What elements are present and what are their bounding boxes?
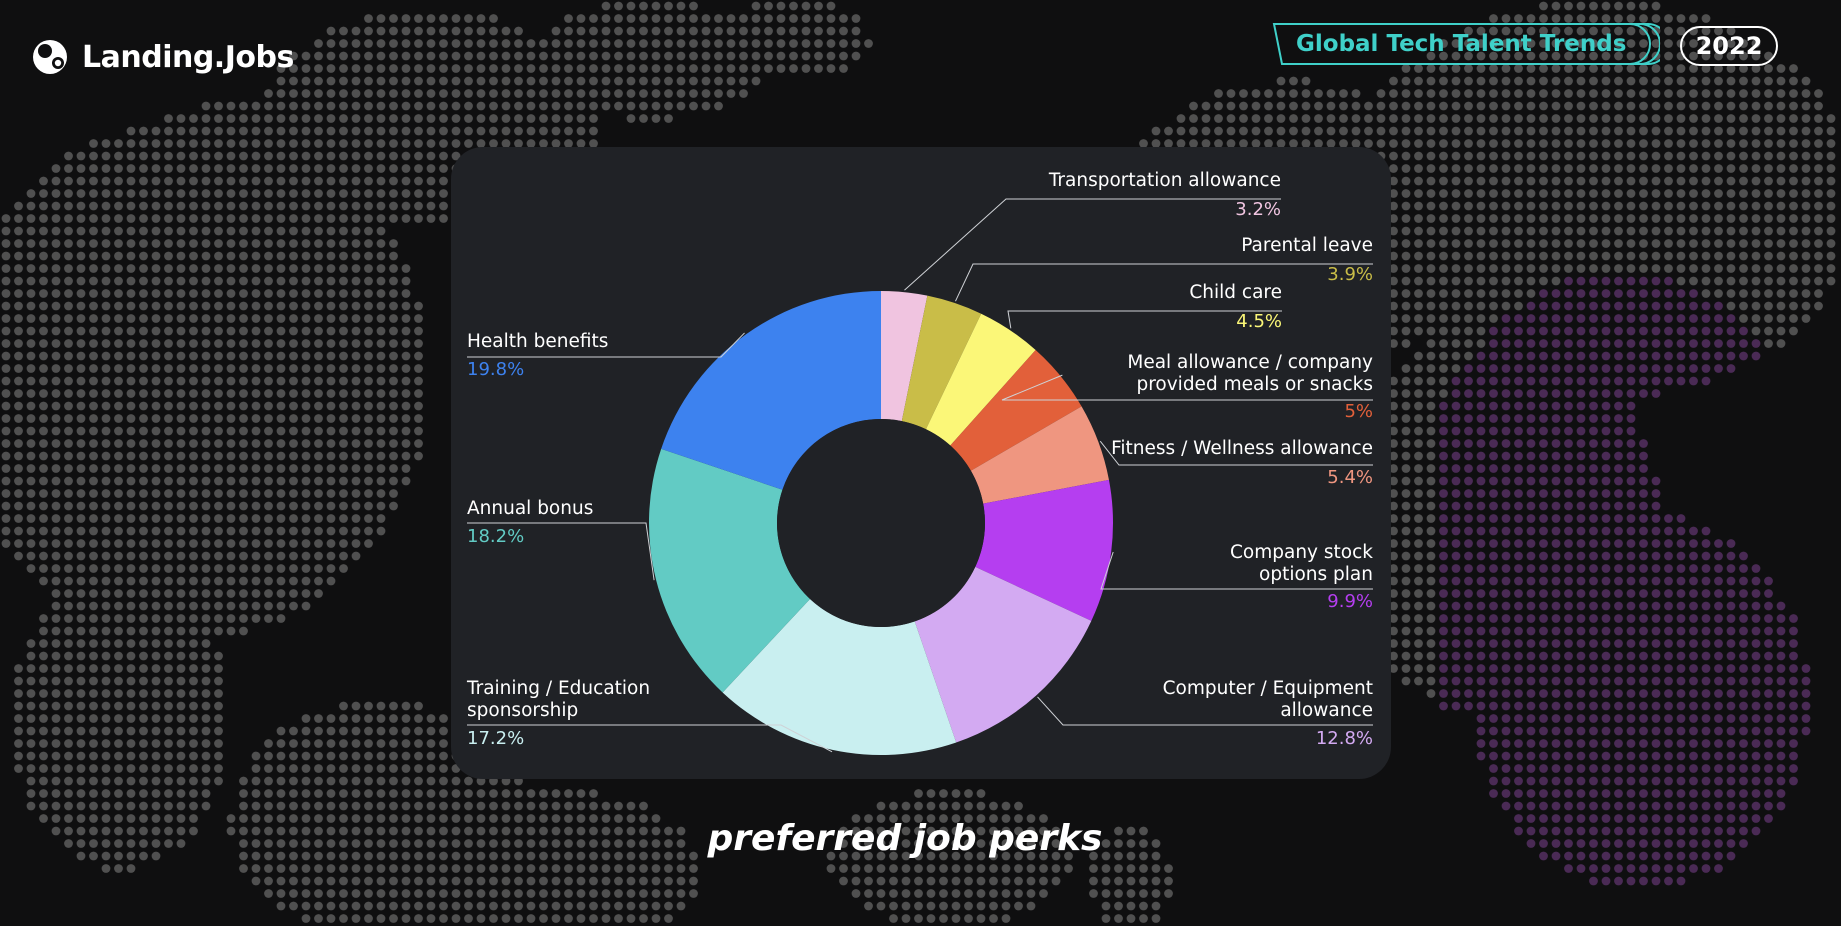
leader-line bbox=[1007, 310, 1282, 329]
slice-label: Child care bbox=[1189, 282, 1282, 303]
slice-label: Computer / Equipment allowance bbox=[1163, 678, 1373, 721]
slice-label: Meal allowance / company provided meals o… bbox=[1127, 352, 1373, 395]
leader-line bbox=[1100, 551, 1373, 590]
donut-slice-annual-bonus[interactable] bbox=[649, 448, 810, 693]
donut-slice-health-benefits[interactable] bbox=[661, 291, 881, 490]
slice-label: Annual bonus bbox=[467, 498, 593, 519]
leader-line bbox=[1099, 440, 1373, 466]
donut-slice-fitness-wellness-allowance[interactable] bbox=[970, 406, 1109, 504]
leader-line bbox=[904, 198, 1281, 291]
slice-label: Fitness / Wellness allowance bbox=[1111, 438, 1373, 459]
slice-label: Health benefits bbox=[467, 331, 608, 352]
slice-value-label: 17.2% bbox=[467, 728, 524, 749]
leader-line bbox=[467, 332, 745, 358]
chart-caption: preferred job perks bbox=[707, 818, 1103, 859]
brand[interactable]: Landing.Jobs bbox=[30, 36, 294, 78]
leader-line bbox=[467, 522, 655, 581]
slice-value-label: 5.4% bbox=[1327, 467, 1373, 488]
donut-slice-training-education-sponsorship[interactable] bbox=[722, 598, 957, 755]
leader-line bbox=[955, 263, 1373, 302]
leader-line bbox=[467, 724, 833, 753]
slice-value-label: 19.8% bbox=[467, 359, 524, 380]
donut-hole bbox=[777, 419, 985, 627]
donut-slice-company-stock-options-plan[interactable] bbox=[975, 479, 1113, 621]
donut-chart: Transportation allowance 3.2% Parental lea… bbox=[466, 170, 1373, 755]
donut-slice-computer-equipment-allowance[interactable] bbox=[914, 566, 1092, 743]
donut-slice-transportation-allowance[interactable] bbox=[881, 291, 928, 422]
blob-logo-icon bbox=[33, 40, 67, 74]
slice-value-label: 12.8% bbox=[1316, 728, 1373, 749]
slice-value-label: 18.2% bbox=[467, 526, 524, 547]
slice-label: Transportation allowance bbox=[1048, 170, 1281, 191]
slice-value-label: 3.9% bbox=[1327, 264, 1373, 285]
leader-line bbox=[1037, 696, 1373, 726]
slice-label: Parental leave bbox=[1241, 235, 1373, 256]
report-title: Global Tech Talent Trends bbox=[1296, 31, 1627, 57]
slice-value-label: 9.9% bbox=[1327, 591, 1373, 612]
leader-line bbox=[1001, 374, 1373, 401]
donut-slices bbox=[649, 291, 1113, 755]
slice-value-label: 5% bbox=[1344, 401, 1373, 422]
slice-value-label: 3.2% bbox=[1235, 199, 1281, 220]
slice-label: Training / Education sponsorship bbox=[466, 678, 650, 721]
report-title-badge: Global Tech Talent Trends bbox=[1270, 22, 1660, 66]
donut-slice-parental-leave[interactable] bbox=[901, 295, 982, 430]
year-badge: 2022 bbox=[1680, 26, 1778, 66]
slice-value-label: 4.5% bbox=[1236, 311, 1282, 332]
badge-outline-icon bbox=[1272, 23, 1660, 65]
donut-slice-child-care[interactable] bbox=[925, 313, 1036, 446]
brand-name: Landing.Jobs bbox=[82, 39, 294, 75]
slice-label: Company stock options plan bbox=[1230, 542, 1373, 585]
